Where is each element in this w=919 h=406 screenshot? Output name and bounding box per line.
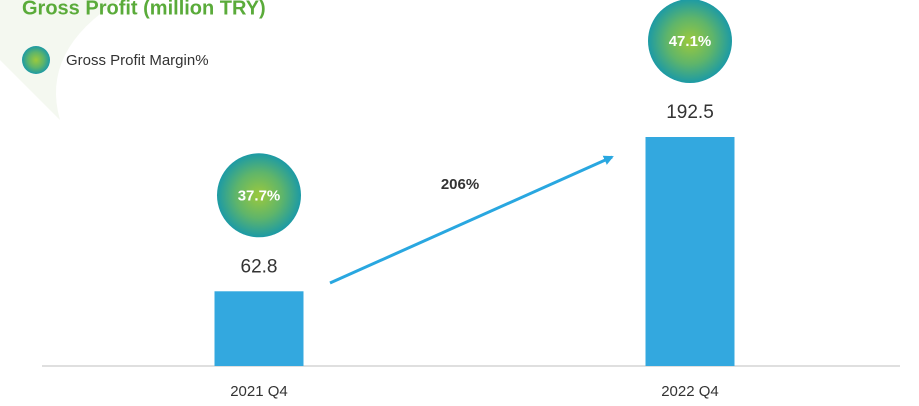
value-label: 62.8 [241, 256, 278, 277]
legend-swatch [22, 46, 50, 74]
x-tick-label: 2021 Q4 [230, 383, 288, 400]
growth-arrow [329, 155, 614, 285]
chart-title: Gross Profit (million TRY) [22, 0, 266, 19]
x-tick-label: 2022 Q4 [661, 383, 719, 400]
margin-label: 37.7% [238, 187, 281, 204]
legend-label: Gross Profit Margin% [66, 52, 209, 69]
bar [214, 291, 304, 366]
value-label: 192.5 [666, 102, 714, 123]
margin-label: 47.1% [669, 33, 712, 50]
background-swoosh [0, 0, 120, 120]
margin-bubble [648, 0, 732, 83]
margin-bubble [217, 153, 301, 238]
growth-label: 206% [441, 176, 479, 193]
bar [645, 137, 735, 366]
